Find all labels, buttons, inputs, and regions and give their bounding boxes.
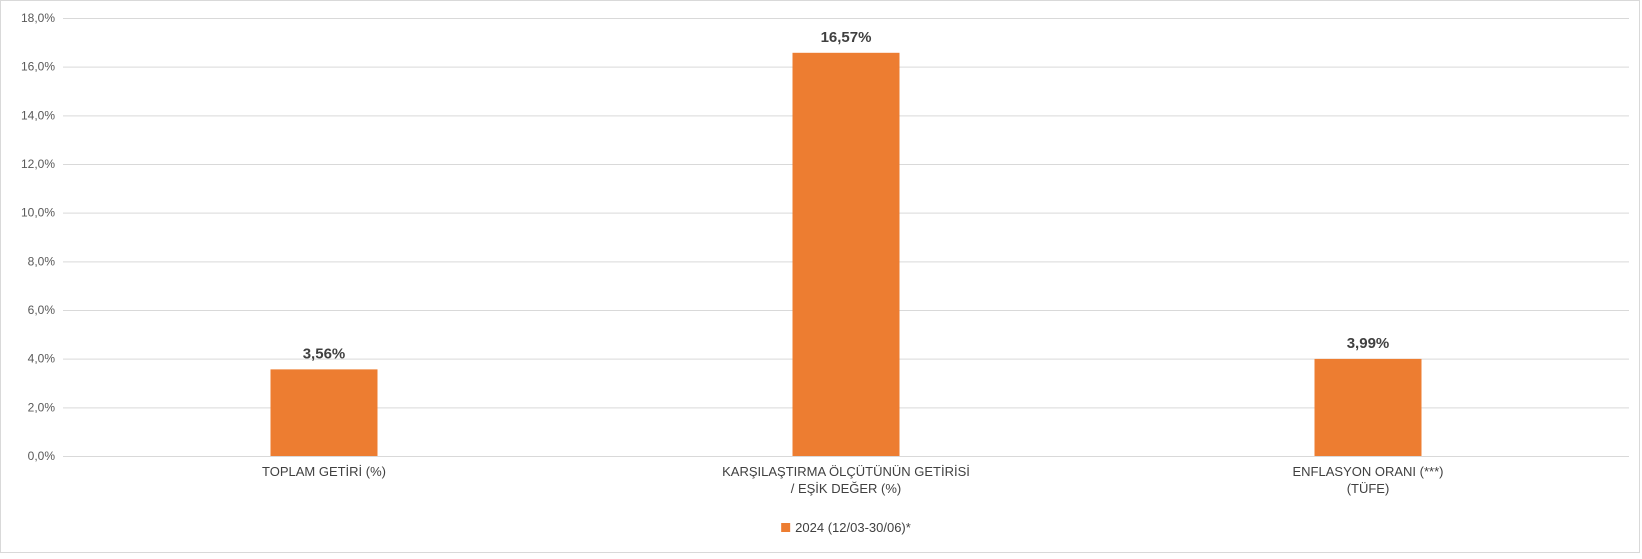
legend[interactable]: 2024 (12/03-30/06)* [781,520,911,535]
data-label: 3,99% [1347,335,1390,352]
y-tick-label: 18,0% [21,11,55,25]
bar [792,52,900,457]
bar [270,369,378,456]
bar [1314,358,1422,456]
y-tick-label: 12,0% [21,157,55,171]
data-labels: 3,56% 16,57% 3,99% [303,29,1390,363]
y-axis-tick-labels: 0,0% 2,0% 4,0% 6,0% 8,0% 10,0% 12,0% 14,0% 16,0%… [21,11,55,463]
x-axis-category-labels: TOPLAM GETİRİ (%) KARŞILAŞTIRMA ÖLÇÜTÜNÜN… [262,464,1443,496]
data-label: 16,57% [821,29,872,46]
y-tick-label: 4,0% [28,352,56,366]
y-tick-label: 14,0% [21,108,55,122]
x-category-label: TOPLAM GETİRİ (%) [262,464,386,479]
y-tick-label: 2,0% [28,400,56,414]
x-category-label: / EŞİK DEĞER (%) [791,481,902,496]
x-category-label: (TÜFE) [1347,481,1390,496]
legend-label: 2024 (12/03-30/06)* [795,520,911,535]
y-tick-label: 16,0% [21,60,55,74]
x-category-label: ENFLASYON ORANI (***) [1293,464,1444,479]
data-label: 3,56% [303,345,346,362]
legend-swatch [781,523,791,532]
bars [270,52,1422,457]
y-tick-label: 0,0% [28,449,56,463]
y-tick-label: 8,0% [28,254,56,268]
y-tick-label: 10,0% [21,206,55,220]
x-category-label: KARŞILAŞTIRMA ÖLÇÜTÜNÜN GETİRİSİ [722,464,970,479]
y-tick-label: 6,0% [28,303,56,317]
